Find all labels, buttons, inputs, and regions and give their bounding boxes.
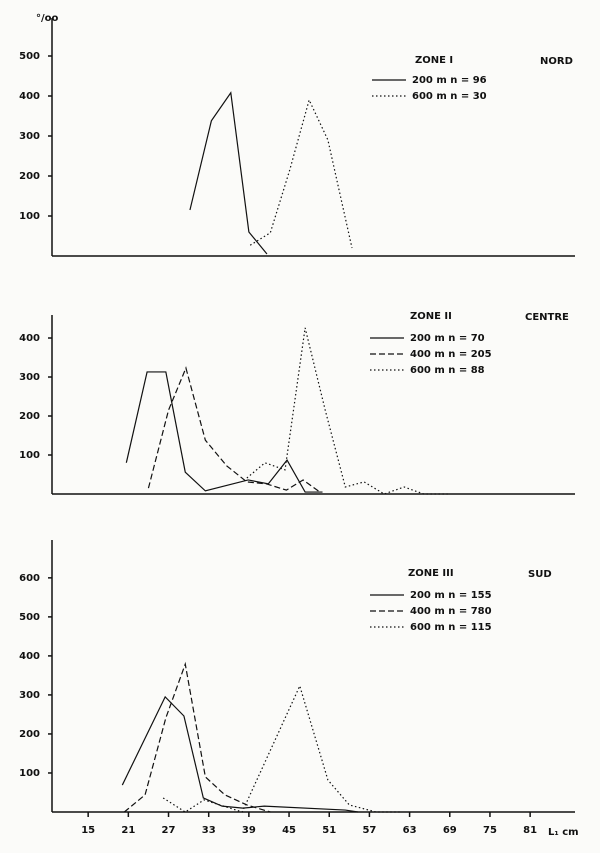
x-tick-label: 81 — [523, 825, 537, 836]
y-tick-label: 300 — [19, 131, 40, 142]
y-axis-label: °/oo — [36, 13, 59, 24]
x-tick-label: 15 — [81, 825, 95, 836]
y-tick-label: 300 — [19, 690, 40, 701]
legend-label: 600 m n = 88 — [410, 365, 485, 376]
data-line — [189, 91, 268, 255]
panel-subtitle: NORD — [540, 56, 573, 67]
y-tick-label: 400 — [19, 651, 40, 662]
x-tick-label: 39 — [242, 825, 256, 836]
y-tick-label: 300 — [19, 372, 40, 383]
data-line — [123, 661, 271, 813]
y-tick-label: 500 — [19, 51, 40, 62]
y-tick-label: 600 — [19, 573, 40, 584]
panel-title: ZONE I — [415, 55, 453, 66]
y-tick-label: 500 — [19, 612, 40, 623]
y-tick-label: 200 — [19, 729, 40, 740]
x-tick-label: 63 — [403, 825, 417, 836]
y-tick-label: 200 — [19, 171, 40, 182]
x-axis-label: L₁ cm — [548, 827, 579, 838]
x-tick-label: 51 — [322, 825, 336, 836]
panel-title: ZONE III — [408, 568, 454, 579]
legend-label: 200 m n = 70 — [410, 333, 485, 344]
panel-title: ZONE II — [410, 311, 452, 322]
y-tick-label: 400 — [19, 91, 40, 102]
panel-subtitle: SUD — [528, 569, 552, 580]
x-tick-label: 57 — [362, 825, 376, 836]
x-tick-label: 75 — [483, 825, 497, 836]
data-line — [125, 371, 323, 493]
y-tick-label: 100 — [19, 211, 40, 222]
x-tick-label: 45 — [282, 825, 296, 836]
x-tick-label: 33 — [202, 825, 216, 836]
x-tick-label: 21 — [121, 825, 135, 836]
y-tick-label: 200 — [19, 411, 40, 422]
data-line — [147, 366, 321, 493]
x-tick-label: 69 — [443, 825, 457, 836]
legend-label: 400 m n = 780 — [410, 606, 492, 617]
legend-label: 600 m n = 115 — [410, 622, 492, 633]
legend-label: 400 m n = 205 — [410, 349, 492, 360]
y-tick-label: 100 — [19, 768, 40, 779]
y-tick-label: 400 — [19, 333, 40, 344]
data-line — [246, 327, 448, 495]
legend-label: 600 m n = 30 — [412, 91, 487, 102]
legend-label: 200 m n = 155 — [410, 590, 492, 601]
x-tick-label: 27 — [162, 825, 176, 836]
data-line — [249, 98, 353, 249]
legend-label: 200 m n = 96 — [412, 75, 487, 86]
panel-subtitle: CENTRE — [525, 312, 569, 323]
y-tick-label: 100 — [19, 450, 40, 461]
data-line — [121, 695, 359, 813]
data-line — [162, 684, 401, 813]
